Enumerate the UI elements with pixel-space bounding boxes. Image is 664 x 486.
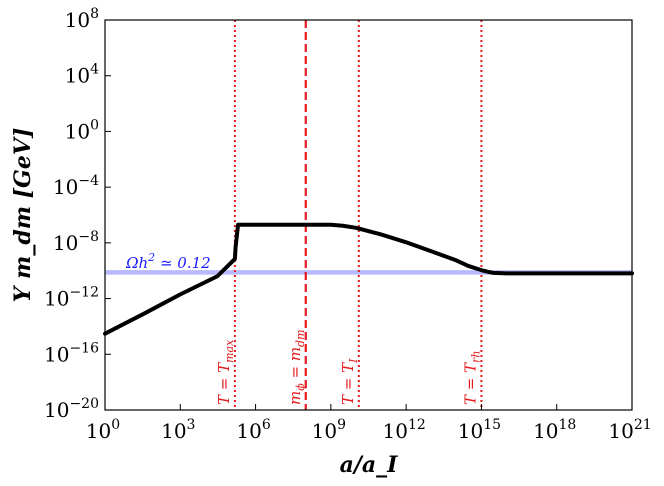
- y-axis-label: Y m_dm [GeV]: [10, 128, 36, 303]
- x-axis-label: a/a_I: [340, 452, 399, 478]
- plot-frame: [104, 19, 633, 411]
- x-tick-label-0: 100: [86, 417, 120, 443]
- x-tick-label-7: 1021: [608, 417, 651, 443]
- relic-abundance-band-layer: Ωh2 ≃ 0.12: [105, 251, 632, 275]
- x-tick-label-6: 1018: [533, 417, 576, 443]
- vline-label-1: mϕ = mdm: [286, 329, 307, 405]
- x-tick-label-2: 106: [236, 417, 270, 443]
- reference-lines-layer: T = Tmax mϕ = mdm T = TI T = Trh: [215, 20, 483, 410]
- y-tick-label-7: 10−20: [44, 396, 99, 422]
- y-tick-label-6: 10−16: [44, 340, 99, 366]
- series-layer: [103, 222, 634, 336]
- y-tick-label-2: 100: [65, 117, 99, 143]
- y-tick-label-1: 104: [65, 62, 99, 88]
- x-tick-label-1: 103: [161, 417, 195, 443]
- ticks-layer: 100 103 106 109 1012 1015 1018 102110810410010−…: [44, 6, 652, 443]
- x-tick-label-3: 109: [312, 417, 346, 443]
- y-tick-label-4: 10−8: [53, 229, 99, 255]
- vline-label-0: T = Tmax: [215, 339, 236, 405]
- relic-abundance-label: Ωh2 ≃ 0.12: [125, 251, 211, 272]
- relic-abundance-band: [105, 270, 632, 275]
- series-line-0: [103, 222, 634, 336]
- x-tick-label-4: 1012: [383, 417, 426, 443]
- y-tick-label-3: 10−4: [53, 173, 99, 199]
- x-tick-label-5: 1015: [458, 417, 501, 443]
- vline-label-3: T = Trh: [461, 351, 482, 405]
- y-tick-label-0: 108: [65, 6, 99, 32]
- vline-label-2: T = TI: [339, 358, 360, 405]
- y-tick-label-5: 10−12: [44, 285, 99, 311]
